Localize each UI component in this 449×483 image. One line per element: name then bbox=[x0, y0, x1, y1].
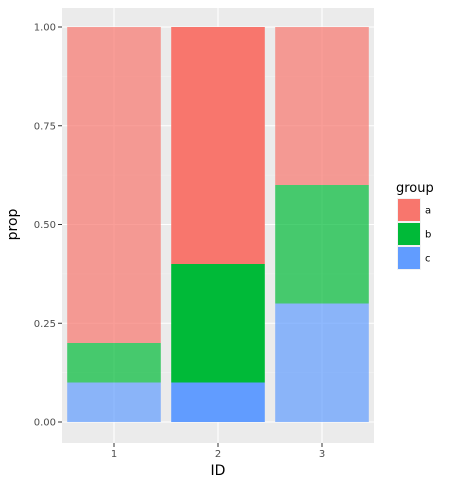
legend-swatch-b bbox=[398, 223, 420, 245]
legend-label-c: c bbox=[425, 254, 431, 265]
bar-segment-a-3 bbox=[275, 27, 369, 185]
y-tick-label: 0.75 bbox=[34, 121, 56, 132]
x-tick-label: 1 bbox=[111, 449, 117, 460]
bar-segment-c-1 bbox=[67, 382, 161, 422]
legend-swatch-c bbox=[398, 247, 420, 269]
y-tick-label: 0.50 bbox=[34, 220, 56, 231]
bar-segment-a-1 bbox=[67, 27, 161, 343]
bars bbox=[67, 27, 369, 422]
legend-swatch-a bbox=[398, 199, 420, 221]
x-axis-title: ID bbox=[211, 463, 226, 479]
x-tick-label: 3 bbox=[319, 449, 325, 460]
bar-segment-c-3 bbox=[275, 303, 369, 422]
bar-segment-b-1 bbox=[67, 343, 161, 383]
bar-segment-a-2 bbox=[171, 27, 265, 264]
y-tick-label: 0.00 bbox=[34, 418, 56, 429]
bar-segment-c-2 bbox=[171, 382, 265, 422]
x-tick-label: 2 bbox=[215, 449, 221, 460]
y-tick-label: 1.00 bbox=[34, 23, 56, 34]
bar-segment-b-3 bbox=[275, 185, 369, 304]
bar-segment-b-2 bbox=[171, 264, 265, 383]
y-axis: 0.00 0.25 0.50 0.75 1.00 bbox=[34, 23, 62, 429]
legend-label-a: a bbox=[425, 206, 431, 217]
x-axis: 1 2 3 bbox=[111, 443, 325, 460]
legend: group a b c bbox=[396, 181, 434, 270]
legend-label-b: b bbox=[425, 230, 431, 241]
legend-title: group bbox=[396, 181, 434, 196]
y-axis-title: prop bbox=[5, 208, 21, 240]
y-tick-label: 0.25 bbox=[34, 319, 56, 330]
